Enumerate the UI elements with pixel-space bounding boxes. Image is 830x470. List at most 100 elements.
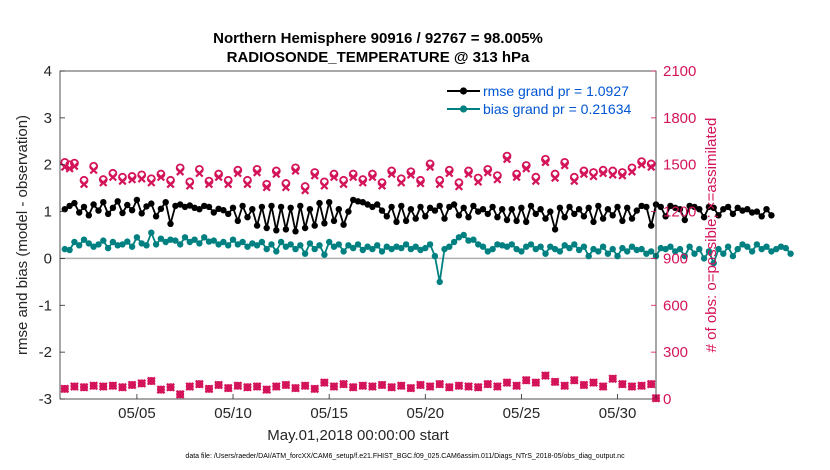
obs-low-assimilated-marker [262,385,272,395]
obs-low-assimilated-marker [243,382,252,392]
obs-assimilated-marker [387,170,396,179]
bias-point [523,243,530,250]
bias-point [321,251,328,258]
plot-frame [59,70,657,400]
rmse-point [76,209,83,216]
bias-point [162,238,169,246]
obs-low-assimilated-marker [396,381,406,391]
obs-low-assimilated-marker [435,379,445,389]
rmse-point [532,210,539,218]
rmse-point [513,217,520,225]
obs-assimilated-marker [118,177,127,186]
obs-assimilated-marker [320,181,329,190]
rmse-point [253,222,261,229]
rmse-point [571,210,578,218]
rmse-point [196,206,203,213]
rmse-point [364,201,371,208]
bias-point [590,245,597,253]
bias-point [196,240,203,247]
bias-point [71,238,78,246]
rmse-point [177,201,184,208]
bias-point [225,242,232,249]
obs-assimilated-marker [291,166,300,176]
obs-assimilated-marker [608,170,617,179]
rmse-point [580,213,588,220]
rmse-point [585,204,592,211]
obs-assimilated-marker [204,180,214,189]
rmse-point [494,214,501,221]
bias-point [556,248,564,255]
obs-low-assimilated-marker [617,379,627,389]
bias-point [542,250,549,257]
bias-point [595,248,602,255]
bias-point [479,243,487,250]
obs-assimilated-marker [464,170,473,179]
bias-point [76,242,83,249]
obs-assimilated-marker [272,170,281,179]
rmse-point [90,201,97,208]
bias-point [537,243,544,250]
obs-low-assimilated-marker [166,382,175,392]
bias-point [114,242,121,249]
rmse-point [148,200,155,207]
rmse-point [523,218,530,226]
obs-low-assimilated-marker [329,382,339,391]
rmse-point [426,204,434,211]
rmse-point [412,215,419,222]
obs-low-assimilated-marker [291,383,300,393]
obs-assimilated-marker [233,169,242,178]
x-axis-label: May.01,2018 00:00:00 start [267,427,449,444]
rmse-point [114,198,121,205]
bias-point [455,234,463,241]
bias-point [696,245,703,253]
bias-point [287,241,294,248]
rmse-point [475,208,482,215]
rmse-point [676,206,684,213]
obs-assimilated-marker [214,173,223,182]
rmse-point [455,212,463,219]
obs-assimilated-marker [560,161,569,170]
rmse-point [566,203,573,211]
rmse-point [119,209,126,217]
rmse-point [599,215,607,222]
bias-point [619,244,626,252]
bias-point [326,238,333,246]
obs-assimilated-marker [329,173,339,182]
obs-low-assimilated-marker [550,377,560,387]
rmse-point [561,214,568,221]
bias-point [700,255,708,262]
legend-bias-label: bias grand pr = 0.21634 [483,101,631,117]
rmse-point [133,196,141,204]
obs-low-assimilated-marker [464,382,473,391]
obs-assimilated-marker [281,183,290,192]
rmse-point [484,210,491,218]
bias-point [527,241,535,248]
bias-point [782,244,789,252]
obs-assimilated-marker [147,178,156,187]
y2-tick-label: 600 [663,297,688,314]
rmse-point [167,220,174,227]
rmse-point [186,202,193,209]
rmse-point [277,203,285,211]
legend-box [442,80,642,120]
y-tick-label: -2 [39,344,52,361]
rmse-point [128,207,136,214]
bias-point [186,238,193,246]
rmse-point [287,204,294,211]
obs-low-assimilated-marker [214,380,223,390]
rmse-point [201,202,208,210]
bias-point [100,237,107,244]
rmse-point [215,205,222,212]
bias-point [335,241,342,248]
bias-point [181,234,189,241]
obs-assimilated-marker [474,177,483,186]
legend: rmse grand pr = 1.0927 bias grand pr = 0… [442,80,642,120]
bias-point [484,248,491,255]
bias-point [648,248,655,255]
y-tick-label: 3 [44,110,52,127]
obs-assimilated-marker [166,180,175,189]
bias-point [273,248,280,255]
rmse-point [383,213,390,220]
bias-point [354,241,362,248]
bias-point [345,242,352,249]
